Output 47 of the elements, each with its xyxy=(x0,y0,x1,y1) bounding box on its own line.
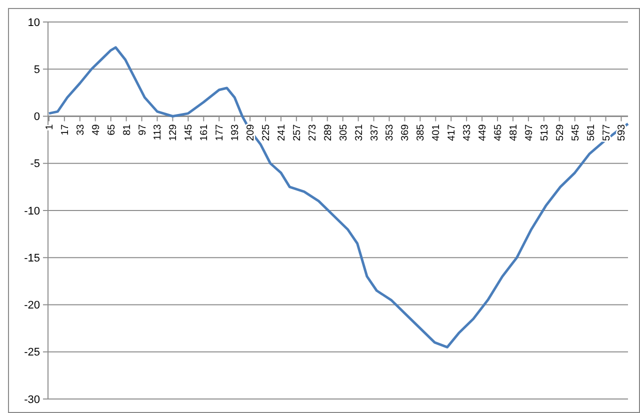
y-tick-label: -10 xyxy=(24,205,40,218)
x-tick-label: 241 xyxy=(276,124,288,141)
x-tick-label: 577 xyxy=(601,124,612,141)
x-tick-label: 289 xyxy=(322,124,334,141)
x-tick-label: 385 xyxy=(416,124,427,141)
x-tick-label: 161 xyxy=(199,124,210,141)
x-tick-label: 33 xyxy=(75,124,86,136)
x-tick-label: 353 xyxy=(384,124,396,141)
x-tick-label: 337 xyxy=(369,124,380,141)
x-tick-label: 65 xyxy=(106,124,118,136)
y-tick-label: -20 xyxy=(24,300,40,312)
x-tick-label: 321 xyxy=(354,124,365,141)
y-tick-label: 0 xyxy=(34,111,40,124)
x-tick-label: 465 xyxy=(493,124,504,141)
x-tick-label: 209 xyxy=(246,124,257,141)
x-tick-label: 593 xyxy=(616,124,628,141)
x-tick-label: 257 xyxy=(292,124,303,141)
x-tick-label: 177 xyxy=(214,124,226,141)
x-tick-label: 561 xyxy=(586,124,597,141)
x-tick-label: 81 xyxy=(122,124,133,136)
x-tick-label: 529 xyxy=(554,124,566,141)
x-tick-label: 449 xyxy=(478,124,489,141)
y-tick-label: -30 xyxy=(24,394,40,406)
x-tick-label: 17 xyxy=(60,124,71,136)
x-tick-label: 49 xyxy=(90,124,102,136)
x-tick-label: 497 xyxy=(524,124,535,141)
x-tick-label: 97 xyxy=(137,124,148,136)
x-tick-label: 545 xyxy=(570,124,582,141)
y-tick-label: -25 xyxy=(24,346,40,359)
x-tick-label: 145 xyxy=(184,124,195,141)
x-tick-label: 129 xyxy=(168,124,180,141)
y-tick-label: -5 xyxy=(30,158,40,170)
x-tick-label: 1 xyxy=(44,124,56,130)
x-tick-label: 113 xyxy=(152,124,164,140)
x-tick-label: 481 xyxy=(508,124,520,141)
x-tick-label: 513 xyxy=(539,124,550,141)
x-tick-label: 193 xyxy=(230,124,242,141)
y-tick-label: -15 xyxy=(24,252,40,264)
x-tick-label: 369 xyxy=(400,124,412,141)
x-tick-label: 401 xyxy=(431,124,442,141)
x-tick-label: 417 xyxy=(446,124,458,141)
y-tick-label: 10 xyxy=(28,16,40,29)
x-tick-label: 225 xyxy=(261,124,272,141)
x-tick-label: 273 xyxy=(307,124,318,141)
x-tick-label: 305 xyxy=(338,124,350,141)
y-tick-label: 5 xyxy=(34,64,40,76)
x-tick-label: 433 xyxy=(462,124,474,141)
